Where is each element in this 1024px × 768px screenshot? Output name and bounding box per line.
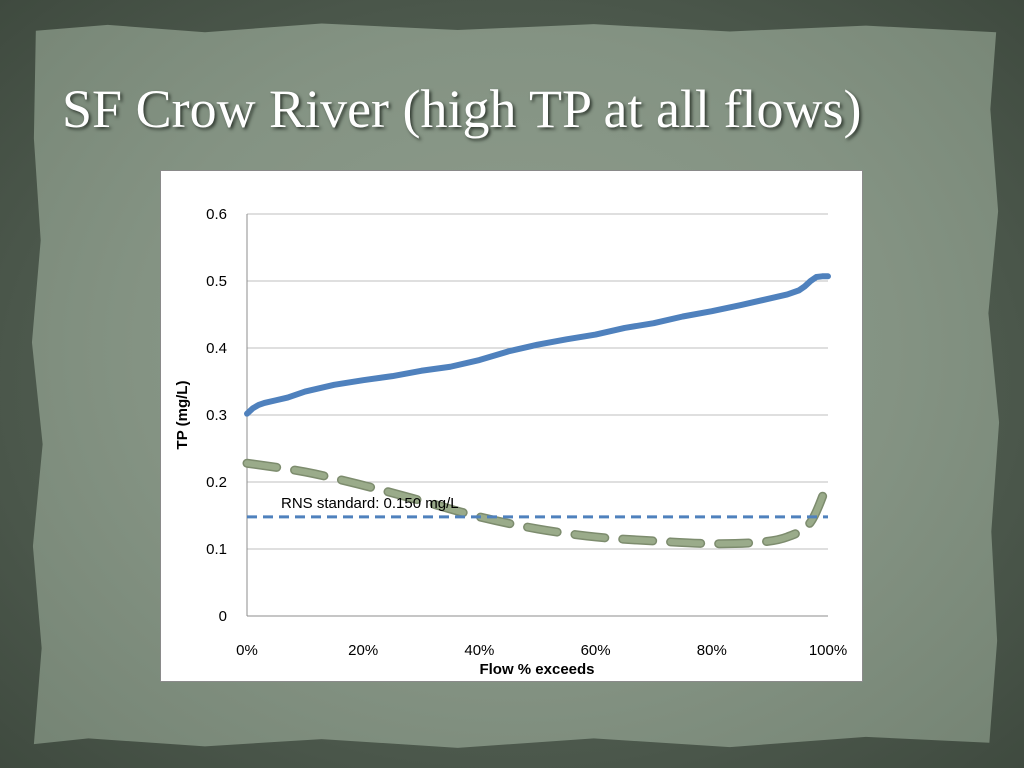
slide-title: SF Crow River (high TP at all flows)	[62, 79, 862, 139]
highlight-curve-group	[242, 458, 833, 549]
x-tick-label: 100%	[809, 642, 847, 659]
y-tick-labels: 0 0.1 0.2 0.3 0.4 0.5 0.6	[206, 206, 227, 625]
x-tick-label: 60%	[581, 642, 611, 659]
tp-series-line	[244, 273, 831, 417]
x-tick-label: 0%	[236, 642, 258, 659]
y-tick-label: 0.2	[206, 474, 227, 491]
y-tick-label: 0.1	[206, 541, 227, 558]
x-axis-title: Flow % exceeds	[479, 661, 594, 678]
y-tick-label: 0.4	[206, 340, 227, 357]
y-tick-label: 0	[219, 608, 227, 625]
gridlines	[246, 213, 828, 617]
standard-line-label: RNS standard: 0.150 mg/L	[281, 495, 459, 512]
x-tick-label: 40%	[464, 642, 494, 659]
x-tick-label: 20%	[348, 642, 378, 659]
y-tick-label: 0.6	[206, 206, 227, 223]
chart-container: 0 0.1 0.2 0.3 0.4 0.5 0.6 0% 20% 40% 60% 80% 100% R…	[160, 170, 863, 682]
x-tick-label: 80%	[697, 642, 727, 659]
series-group	[244, 273, 831, 417]
y-tick-label: 0.3	[206, 407, 227, 424]
y-tick-label: 0.5	[206, 273, 227, 290]
highlight-curve	[244, 460, 831, 547]
y-axis-title: TP (mg/L)	[174, 381, 191, 450]
tp-flow-duration-chart: 0 0.1 0.2 0.3 0.4 0.5 0.6 0% 20% 40% 60% 80% 100% R…	[174, 206, 847, 678]
x-tick-labels: 0% 20% 40% 60% 80% 100%	[236, 642, 847, 659]
